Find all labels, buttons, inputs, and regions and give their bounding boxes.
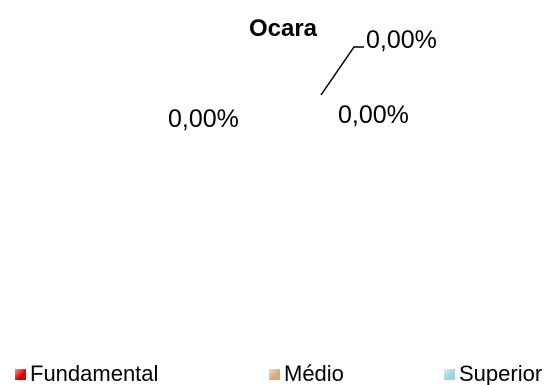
- legend-item-fundamental: Fundamental: [15, 363, 158, 385]
- legend-swatch-fundamental: [15, 368, 26, 380]
- legend-label: Fundamental: [30, 361, 159, 385]
- legend-item-medio: Médio: [269, 363, 344, 385]
- data-label-superior: 0,00%: [168, 105, 239, 133]
- legend-label: Médio: [284, 361, 344, 385]
- data-label-fundamental: 0,00%: [366, 26, 437, 54]
- legend-swatch-medio: [269, 368, 280, 380]
- legend-swatch-superior: [444, 368, 455, 380]
- chart-title: Ocara: [248, 15, 318, 42]
- leader-line: [320, 46, 364, 96]
- legend-item-superior: Superior: [444, 363, 542, 385]
- data-label-medio: 0,00%: [338, 101, 409, 129]
- legend-label: Superior: [459, 361, 543, 385]
